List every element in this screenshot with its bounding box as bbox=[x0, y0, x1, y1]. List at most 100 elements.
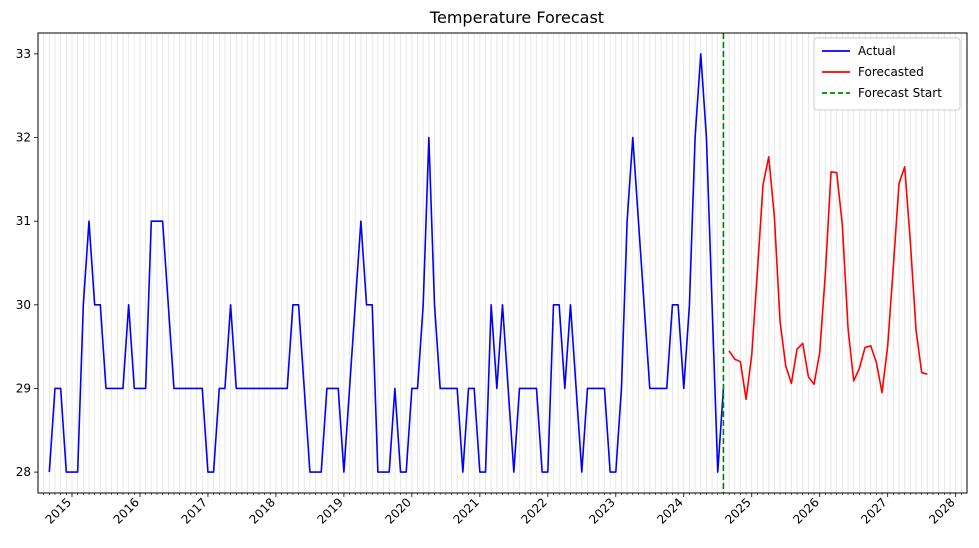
forecasted-point bbox=[762, 183, 764, 185]
actual-point bbox=[354, 304, 356, 306]
actual-point bbox=[615, 471, 617, 473]
actual-point bbox=[428, 137, 430, 139]
forecasted-point bbox=[909, 241, 911, 243]
forecasted-point bbox=[819, 352, 821, 354]
y-tick-label: 30 bbox=[16, 298, 31, 312]
forecasted-point bbox=[921, 372, 923, 374]
forecasted-point bbox=[768, 156, 770, 158]
actual-point bbox=[241, 388, 243, 390]
forecasted-point bbox=[740, 361, 742, 363]
x-tick-label: 2023 bbox=[586, 495, 617, 526]
actual-point bbox=[405, 471, 407, 473]
actual-point bbox=[116, 388, 118, 390]
actual-point bbox=[133, 388, 135, 390]
forecasted-point bbox=[796, 348, 798, 350]
actual-point bbox=[717, 471, 719, 473]
forecasted-point bbox=[847, 327, 849, 329]
x-tick-label: 2024 bbox=[654, 495, 685, 526]
actual-point bbox=[677, 304, 679, 306]
actual-point bbox=[547, 471, 549, 473]
actual-point bbox=[269, 388, 271, 390]
actual-point bbox=[575, 388, 577, 390]
forecasted-point bbox=[887, 345, 889, 347]
y-tick-label: 31 bbox=[16, 214, 31, 228]
forecasted-point bbox=[864, 347, 866, 349]
actual-point bbox=[99, 304, 101, 306]
legend: Actual Forecasted Forecast Start bbox=[813, 37, 961, 111]
actual-point bbox=[167, 304, 169, 306]
actual-point bbox=[196, 388, 198, 390]
actual-point bbox=[332, 388, 334, 390]
forecasted-point bbox=[728, 350, 730, 352]
actual-point bbox=[655, 388, 657, 390]
actual-point bbox=[388, 471, 390, 473]
forecasted-point bbox=[790, 383, 792, 385]
y-tick-label: 32 bbox=[16, 131, 31, 145]
actual-point bbox=[598, 388, 600, 390]
x-tick-label: 2027 bbox=[858, 495, 889, 526]
forecasted-point bbox=[875, 362, 877, 364]
forecasted-point bbox=[785, 365, 787, 367]
actual-point bbox=[383, 471, 385, 473]
actual-point bbox=[604, 388, 606, 390]
actual-point bbox=[122, 388, 124, 390]
actual-point bbox=[377, 471, 379, 473]
actual-point bbox=[643, 304, 645, 306]
actual-point bbox=[666, 388, 668, 390]
actual-point bbox=[558, 304, 560, 306]
actual-point bbox=[507, 388, 509, 390]
actual-point bbox=[468, 388, 470, 390]
forecasted-point bbox=[830, 171, 832, 173]
forecasted-series-line bbox=[728, 155, 928, 401]
actual-point bbox=[632, 137, 634, 139]
y-tick-label: 33 bbox=[16, 47, 31, 61]
actual-point bbox=[190, 388, 192, 390]
actual-point bbox=[553, 304, 555, 306]
forecasted-point bbox=[734, 358, 736, 360]
forecasted-point bbox=[757, 270, 759, 272]
forecasted-point bbox=[858, 367, 860, 369]
actual-point bbox=[706, 137, 708, 139]
actual-point bbox=[60, 388, 62, 390]
forecasted-point bbox=[892, 265, 894, 267]
chart-title: Temperature Forecast bbox=[429, 8, 604, 27]
legend-label: Forecast Start bbox=[858, 86, 942, 100]
actual-point bbox=[224, 388, 226, 390]
forecasted-point bbox=[774, 216, 776, 218]
actual-point bbox=[711, 304, 713, 306]
forecasted-point bbox=[926, 373, 928, 375]
x-tick-label: 2020 bbox=[382, 495, 413, 526]
actual-point bbox=[536, 388, 538, 390]
actual-point bbox=[94, 304, 96, 306]
actual-point bbox=[207, 471, 209, 473]
forecasted-point bbox=[904, 166, 906, 168]
actual-point bbox=[638, 220, 640, 222]
actual-point bbox=[156, 220, 158, 222]
y-tick-label: 28 bbox=[16, 465, 31, 479]
plot-area bbox=[48, 33, 928, 493]
forecasted-point bbox=[853, 380, 855, 382]
actual-point bbox=[496, 388, 498, 390]
x-tick-label: 2019 bbox=[315, 495, 346, 526]
actual-point bbox=[54, 388, 56, 390]
actual-point bbox=[145, 388, 147, 390]
actual-point bbox=[700, 53, 702, 55]
x-tick-label: 2018 bbox=[247, 495, 278, 526]
x-tick-label: 2026 bbox=[790, 495, 821, 526]
actual-point bbox=[309, 471, 311, 473]
forecasted-point bbox=[841, 224, 843, 226]
actual-point bbox=[649, 388, 651, 390]
forecasted-point bbox=[745, 398, 747, 400]
actual-point bbox=[218, 388, 220, 390]
actual-point bbox=[371, 304, 373, 306]
forecasted-point bbox=[807, 376, 809, 378]
actual-point bbox=[286, 388, 288, 390]
actual-point bbox=[315, 471, 317, 473]
actual-point bbox=[462, 471, 464, 473]
actual-point bbox=[65, 471, 67, 473]
actual-point bbox=[411, 388, 413, 390]
actual-point bbox=[235, 388, 237, 390]
actual-point bbox=[77, 471, 79, 473]
actual-point bbox=[672, 304, 674, 306]
